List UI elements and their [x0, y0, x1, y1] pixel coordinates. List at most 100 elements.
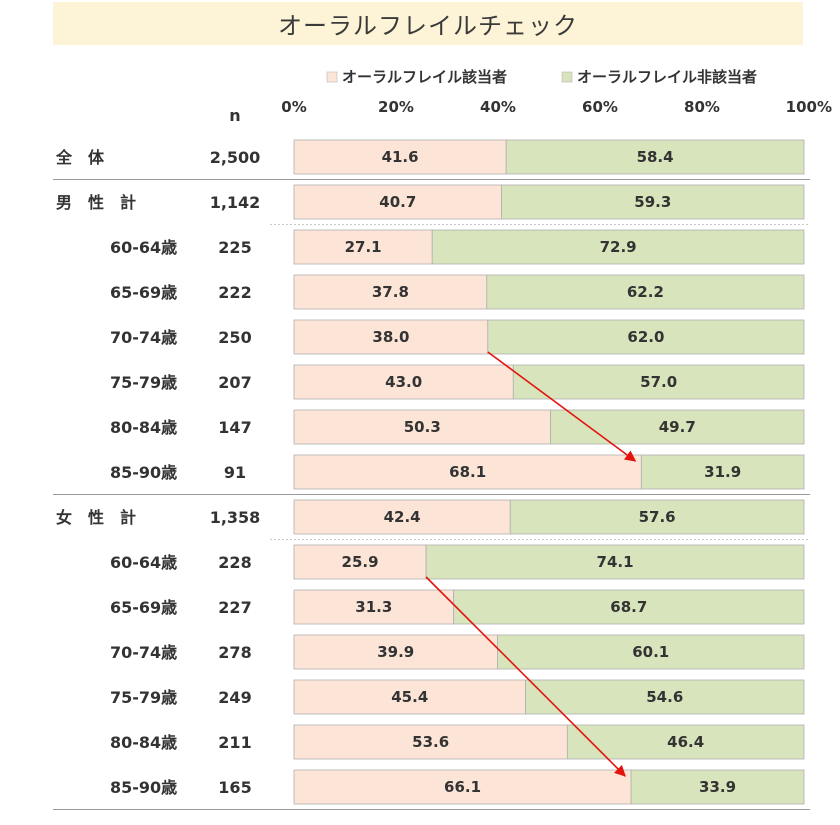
bar-frail-value: 40.7 [379, 193, 416, 211]
bar-nonfrail [431, 229, 805, 265]
bar-nonfrail [512, 364, 805, 400]
row-n-value: 249 [218, 688, 251, 707]
x-tick-label: 80% [684, 98, 720, 116]
row-label: 80-84歳 [110, 418, 177, 437]
bar-nonfrail [525, 679, 805, 715]
row-label: 全 体 [55, 148, 105, 167]
bar-frail [293, 769, 632, 805]
bar-frail-value: 42.4 [384, 508, 421, 526]
trend-arrows [425, 351, 637, 777]
row-label: 女 性 計 [56, 508, 136, 527]
bar-nonfrail [640, 454, 805, 490]
row-n-value: 250 [218, 328, 251, 347]
bar-frail-value: 45.4 [391, 688, 428, 706]
bar-frail-value: 50.3 [404, 418, 441, 436]
bar-frail [293, 544, 427, 580]
row-label: 80-84歳 [110, 733, 177, 752]
row-n-value: 207 [218, 373, 251, 392]
row-label: 65-69歳 [110, 283, 177, 302]
bar-frail-value: 53.6 [412, 733, 449, 751]
bar-nonfrail [487, 319, 805, 355]
bar-nonfrail-value: 54.6 [646, 688, 683, 706]
bar-nonfrail-value: 57.0 [640, 373, 677, 391]
bar-nonfrail-value: 57.6 [639, 508, 676, 526]
legend-entry: オーラルフレイル非該当者 [577, 68, 757, 86]
row-n-value: 1,358 [210, 508, 261, 527]
row-n-value: 225 [218, 238, 251, 257]
bar-frail [293, 319, 489, 355]
bar-nonfrail [566, 724, 805, 760]
bar-nonfrail [501, 184, 805, 220]
bar-frail [293, 364, 514, 400]
row-n-value: 2,500 [210, 148, 261, 167]
row-label: 60-64歳 [110, 553, 177, 572]
row-label: 70-74歳 [110, 328, 177, 347]
x-tick-label: 100% [786, 98, 832, 116]
bar-nonfrail-value: 59.3 [634, 193, 671, 211]
bar-nonfrail [509, 499, 805, 535]
n-column-header: n [229, 106, 240, 125]
bar-nonfrail-value: 62.0 [627, 328, 664, 346]
bar-nonfrail [550, 409, 805, 445]
legend-swatch [326, 71, 338, 83]
row-label: 60-64歳 [110, 238, 177, 257]
bar-nonfrail-value: 62.2 [627, 283, 664, 301]
bar-frail-value: 25.9 [342, 553, 379, 571]
bar-frail [293, 724, 568, 760]
chart-title: オーラルフレイルチェック [278, 12, 578, 40]
bar-nonfrail-value: 33.9 [699, 778, 736, 796]
bar-frail [293, 409, 551, 445]
row-label: 70-74歳 [110, 643, 177, 662]
x-axis-ticks: 0% 20% 40% 60% 80% 100% [281, 98, 832, 116]
chart-rows: 全 体 2,500 41.6 58.4 男 性 計 1,142 40.7 59.3 60-64歳… [53, 139, 810, 810]
row-n-value: 211 [218, 733, 251, 752]
row-label: 75-79歳 [110, 688, 177, 707]
bar-frail [293, 634, 498, 670]
chart-title-box: オーラルフレイルチェック [53, 2, 803, 45]
bar-frail-value: 66.1 [444, 778, 481, 796]
bar-nonfrail-value: 74.1 [597, 553, 634, 571]
row-n-value: 278 [218, 643, 251, 662]
bar-nonfrail-value: 46.4 [667, 733, 704, 751]
x-tick-label: 0% [281, 98, 306, 116]
bar-frail-value: 37.8 [372, 283, 409, 301]
x-tick-label: 40% [480, 98, 516, 116]
bar-nonfrail [453, 589, 805, 625]
bar-nonfrail-value: 60.1 [632, 643, 669, 661]
bar-frail [293, 139, 507, 175]
legend-swatch [561, 71, 573, 83]
bar-frail [293, 184, 502, 220]
bar-nonfrail-value: 68.7 [610, 598, 647, 616]
row-label: 65-69歳 [110, 598, 177, 617]
bar-frail-value: 31.3 [355, 598, 392, 616]
bar-frail [293, 454, 642, 490]
x-tick-label: 20% [378, 98, 414, 116]
bar-nonfrail [497, 634, 805, 670]
bar-frail [293, 274, 488, 310]
row-label: 75-79歳 [110, 373, 177, 392]
trend-arrow [425, 576, 626, 777]
x-tick-label: 60% [582, 98, 618, 116]
row-n-value: 222 [218, 283, 251, 302]
legend: オーラルフレイル該当者 オーラルフレイル非該当者 [326, 68, 757, 86]
bar-frail [293, 589, 455, 625]
bar-nonfrail-value: 31.9 [704, 463, 741, 481]
row-n-value: 228 [218, 553, 251, 572]
bar-nonfrail [630, 769, 805, 805]
row-n-value: 1,142 [210, 193, 261, 212]
bar-nonfrail-value: 72.9 [600, 238, 637, 256]
bar-nonfrail [425, 544, 805, 580]
row-label: 85-90歳 [110, 463, 177, 482]
bar-frail-value: 41.6 [382, 148, 419, 166]
trend-arrow [487, 351, 637, 462]
row-n-value: 91 [224, 463, 246, 482]
row-label: 85-90歳 [110, 778, 177, 797]
bar-frail-value: 43.0 [385, 373, 422, 391]
row-n-value: 165 [218, 778, 251, 797]
bar-nonfrail [486, 274, 805, 310]
row-n-value: 227 [218, 598, 251, 617]
bar-nonfrail [505, 139, 805, 175]
legend-entry: オーラルフレイル該当者 [342, 68, 507, 86]
bar-frail [293, 679, 526, 715]
